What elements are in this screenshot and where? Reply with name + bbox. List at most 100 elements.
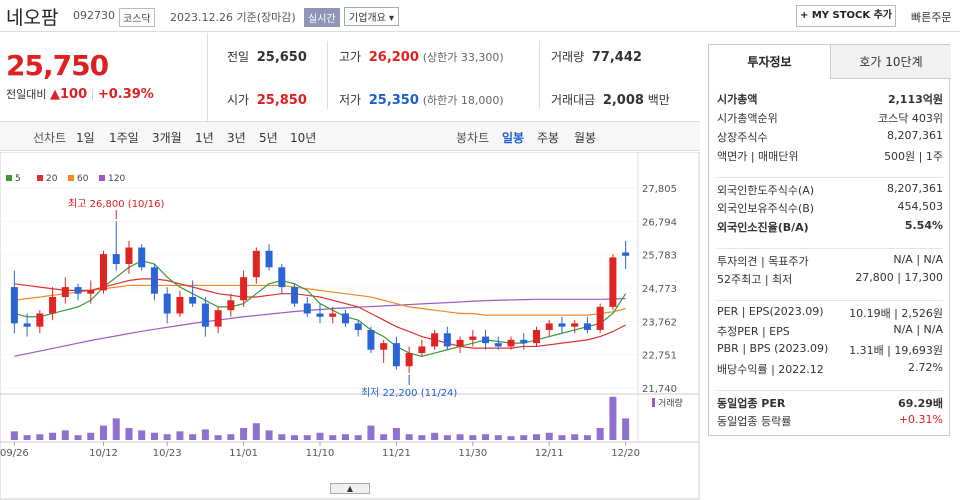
volume-bar	[431, 432, 439, 440]
tab-orderbook-10[interactable]: 호가 10단계	[830, 45, 951, 79]
info-row: 상장주식수 8,207,361	[717, 129, 943, 145]
x-tick-label: 12/11	[535, 448, 564, 459]
volume-bar	[23, 435, 31, 440]
candle-body	[596, 306, 604, 330]
candle-body	[10, 287, 18, 324]
volume-bar	[100, 425, 108, 440]
x-tick-label: 11/01	[229, 448, 258, 459]
divider	[539, 41, 540, 109]
x-tick-label: 12/20	[611, 448, 640, 459]
candle-body	[494, 343, 502, 347]
tab-investment-info[interactable]: 투자정보	[709, 45, 830, 79]
info-row-label: 시가총액순위	[717, 112, 778, 125]
volume-bar	[87, 432, 95, 440]
stat-volume-value: 77,442	[591, 50, 642, 65]
info-row: PBR | BPS (2023.09) 1.31배 | 19,693원	[717, 342, 943, 357]
candle-body	[252, 250, 260, 278]
info-row: 52주최고 | 최저 27,800 | 17,300	[717, 271, 943, 287]
tab-3y[interactable]: 3년	[227, 131, 246, 145]
tab-monthly[interactable]: 월봉	[574, 131, 597, 145]
legend-label: 5	[15, 174, 21, 184]
volume-bar	[189, 434, 197, 440]
volume-bar	[49, 432, 57, 440]
info-row-value: N/A | N/A	[893, 323, 943, 336]
candle-body	[214, 310, 222, 327]
stat-amount-value: 2,008	[602, 93, 644, 108]
ma-line-ma60	[14, 284, 626, 316]
chart-collapse-button[interactable]: ▲	[330, 483, 370, 494]
my-stock-add-button[interactable]: + MY STOCK 추가	[796, 5, 896, 27]
volume-bar	[316, 432, 324, 440]
tab-daily[interactable]: 일봉	[502, 131, 525, 145]
candle-body	[36, 313, 44, 327]
volume-bar	[329, 435, 337, 440]
line-chart-label: 선차트	[33, 131, 67, 145]
tab-1w[interactable]: 1주일	[109, 131, 139, 145]
legend-swatch	[37, 175, 43, 181]
volume-bar	[545, 432, 553, 440]
stat-volume: 거래량 77,442	[551, 48, 642, 65]
legend-label: 120	[108, 174, 125, 184]
candle-body	[74, 287, 82, 294]
y-tick-label: 23,762	[642, 317, 677, 328]
legend-swatch	[6, 175, 12, 181]
stat-high-label: 고가	[339, 50, 362, 64]
info-row: 추정PER | EPS N/A | N/A	[717, 323, 943, 339]
realtime-badge[interactable]: 실시간	[304, 8, 340, 27]
info-row-label: 외국인소진율(B/A)	[717, 221, 809, 234]
period-tabs: 선차트 1일 1주일 3개월 1년 3년 5년 10년 봉차트 일봉 주봉 월봉	[0, 121, 700, 151]
info-row-value: 10.19배 | 2,526원	[849, 307, 943, 320]
market-badge: 코스닥	[119, 8, 155, 27]
volume-bar	[36, 434, 44, 440]
info-row-value: 8,207,361	[887, 182, 943, 195]
candle-body	[532, 329, 540, 344]
info-row: 동일업종 등락률 +0.31%	[717, 413, 943, 429]
volume-bar	[532, 434, 540, 440]
candle-body	[176, 296, 184, 314]
candle-body	[431, 333, 439, 347]
info-row-label: 시가총액	[717, 93, 758, 106]
tab-1d[interactable]: 1일	[76, 131, 95, 145]
company-overview-dropdown[interactable]: 기업개요 ▾	[344, 7, 400, 26]
info-row-label: 상장주식수	[717, 131, 768, 144]
volume-bar	[10, 431, 18, 440]
candle-body	[507, 339, 515, 347]
price-chart[interactable]: 27,805 26,794 25,783 24,773 23,762 22,751 21,7…	[0, 152, 700, 500]
volume-bar	[405, 434, 413, 440]
volume-bar	[380, 434, 388, 440]
x-tick-label: 09/26	[0, 448, 29, 459]
info-row-label: 52주최고 | 최저	[717, 273, 793, 286]
candle-body	[23, 323, 31, 327]
info-row: PER | EPS(2023.09) 10.19배 | 2,526원	[717, 300, 943, 320]
tab-5y[interactable]: 5년	[259, 131, 278, 145]
candle-body	[443, 333, 451, 347]
tab-10y[interactable]: 10년	[290, 131, 317, 145]
volume-bar	[291, 435, 299, 440]
tab-weekly[interactable]: 주봉	[537, 131, 560, 145]
candle-body	[316, 313, 324, 317]
y-tick-label: 27,805	[642, 184, 677, 195]
quick-order-link[interactable]: 빠른주문	[911, 11, 952, 24]
stat-high-value: 26,200	[368, 50, 419, 65]
volume-bar	[265, 430, 273, 440]
info-row-value: 1.31배 | 19,693원	[849, 344, 943, 357]
info-row-label: 추정PER | EPS	[717, 325, 790, 338]
info-row-label: PER | EPS(2023.09)	[717, 305, 824, 318]
candle-body	[456, 339, 464, 347]
info-row: 투자의견 | 목표주가 N/A | N/A	[717, 248, 943, 269]
info-row-value: 8,207,361	[887, 129, 943, 142]
candle-body	[303, 303, 311, 314]
volume-bar	[558, 435, 566, 440]
tab-1y[interactable]: 1년	[195, 131, 214, 145]
volume-bar	[443, 435, 451, 440]
info-row-label: 투자의견 | 목표주가	[717, 255, 809, 268]
price-change-row: 전일대비 ▲100 | +0.39%	[6, 87, 154, 102]
stat-open-label: 시가	[227, 93, 250, 107]
caret-up-icon: ▲	[346, 484, 354, 493]
current-price: 25,750	[6, 49, 109, 82]
volume-bar	[482, 434, 490, 440]
info-row-label: PBR | BPS (2023.09)	[717, 342, 829, 355]
candle-body	[392, 343, 400, 367]
stat-high: 고가 26,200 (상한가 33,300)	[339, 48, 504, 65]
tab-3m[interactable]: 3개월	[152, 131, 182, 145]
